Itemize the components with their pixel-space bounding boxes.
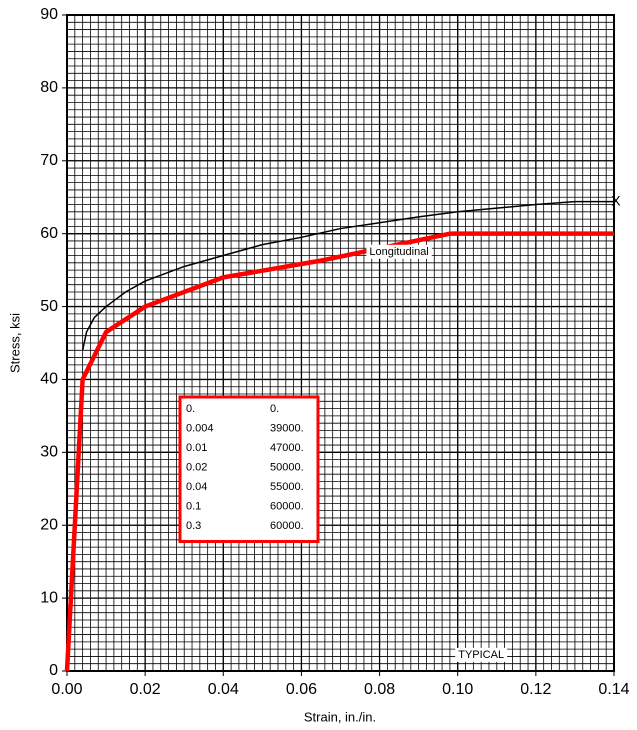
table-box	[178, 395, 320, 543]
x-tick-label: 0.12	[520, 681, 551, 698]
x-tick-label: 0.04	[208, 681, 239, 698]
x-tick-label: 0.06	[286, 681, 317, 698]
data-line	[81, 200, 614, 351]
table-cell: 0.	[186, 403, 195, 415]
annotation: TYPICAL	[458, 649, 504, 661]
y-tick-label: 20	[40, 516, 58, 533]
table-cell: 60000.	[270, 500, 304, 512]
y-tick-label: 80	[40, 79, 58, 96]
annotation: X	[611, 192, 621, 208]
y-tick-label: 40	[40, 371, 58, 388]
table-cell: 0.01	[186, 442, 207, 454]
plot-frame	[66, 14, 615, 672]
table-cell: 0.3	[186, 520, 201, 532]
annotation-background	[455, 647, 508, 662]
table-cell: 60000.	[270, 520, 304, 532]
y-tick-label: 90	[40, 6, 58, 23]
y-tick-label: 10	[40, 589, 58, 606]
x-tick-label: 0.08	[364, 681, 395, 698]
x-tick-label: 0.10	[442, 681, 473, 698]
y-tick-label: 60	[40, 225, 58, 242]
x-tick-label: 0.00	[51, 681, 82, 698]
y-tick-label: 50	[40, 298, 58, 315]
table-cell: 55000.	[270, 481, 304, 493]
y-axis-title: Stress, ksi	[7, 313, 22, 373]
table-cell: 47000.	[270, 442, 304, 454]
y-tick-label: 30	[40, 444, 58, 461]
x-axis-title: Strain, in./in.	[304, 709, 376, 724]
y-tick-label: 0	[49, 662, 58, 679]
table-cell: 0.04	[186, 481, 207, 493]
table-cell: 0.004	[186, 422, 214, 434]
y-tick-label: 70	[40, 152, 58, 169]
data-line	[64, 231, 614, 672]
x-tick-label: 0.02	[130, 681, 161, 698]
table-cell: 0.02	[186, 461, 207, 473]
table-cell: 0.1	[186, 500, 201, 512]
annotation-background	[366, 244, 432, 259]
table-cell: 0.	[270, 403, 279, 415]
x-tick-label: 0.14	[598, 681, 629, 698]
table-cell: 39000.	[270, 422, 304, 434]
annotation: Longitudinal	[369, 246, 428, 258]
table-cell: 50000.	[270, 461, 304, 473]
